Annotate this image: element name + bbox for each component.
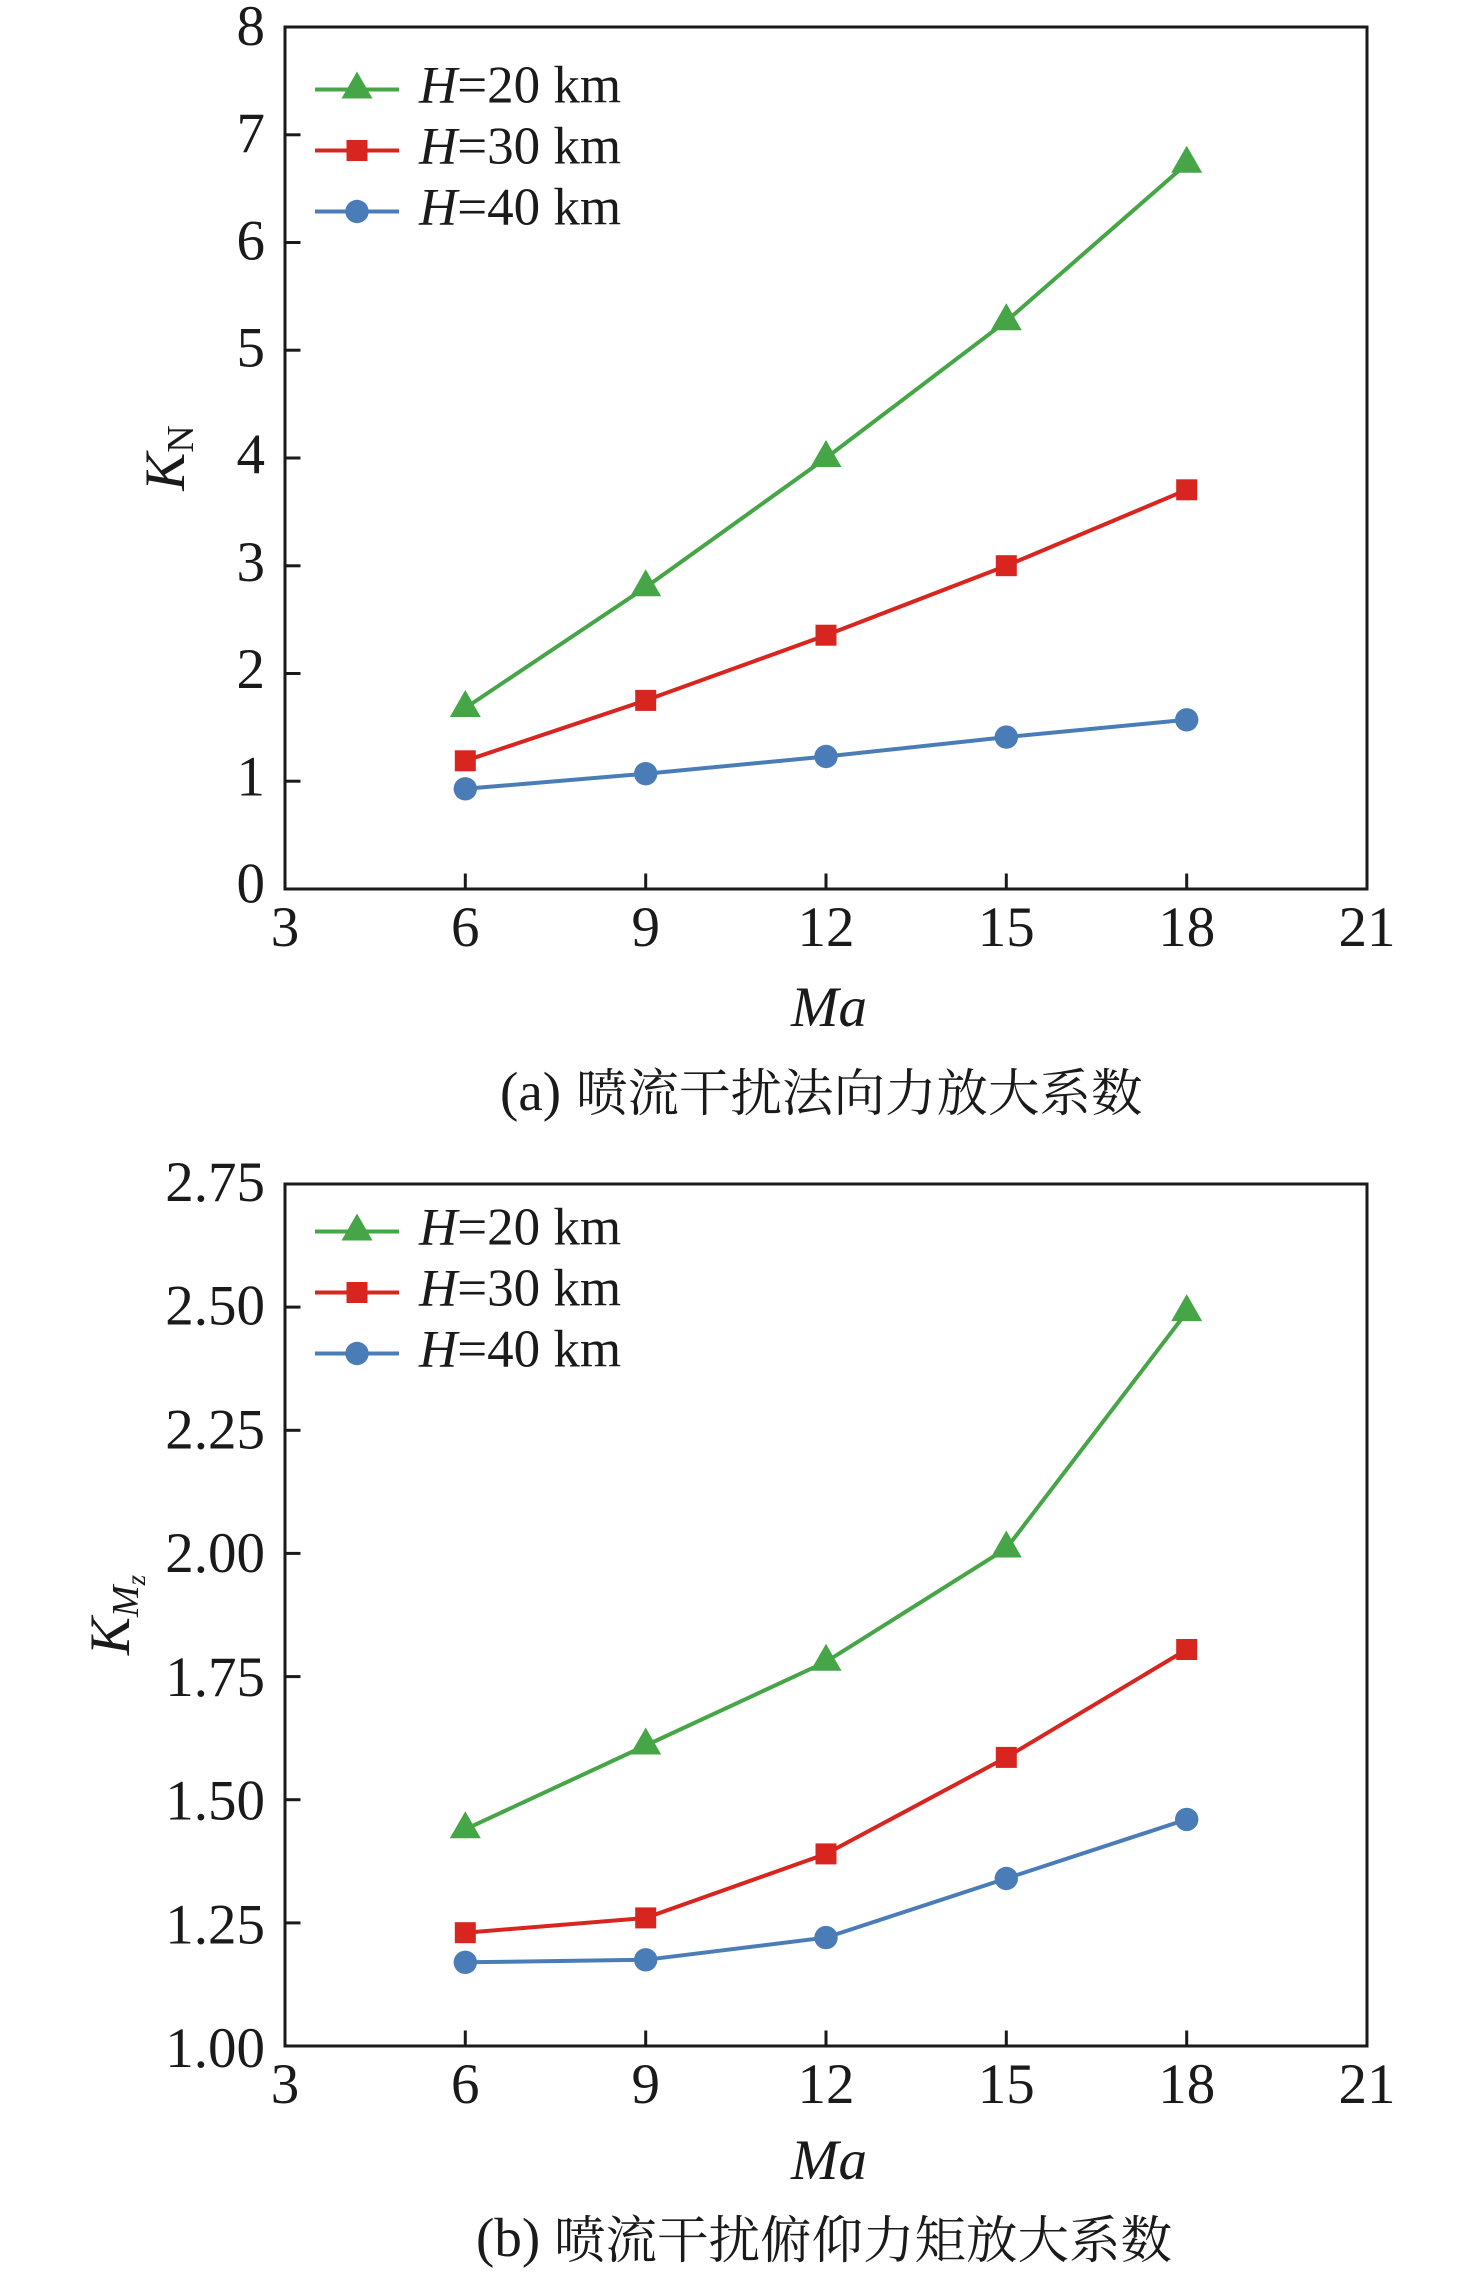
svg-text:9: 9: [631, 2053, 660, 2116]
svg-text:H=40 km: H=40 km: [418, 179, 621, 237]
svg-text:6: 6: [237, 209, 266, 272]
svg-text:H=20 km: H=20 km: [418, 57, 621, 115]
svg-text:12: 12: [798, 896, 855, 959]
svg-text:KN: KN: [134, 425, 202, 491]
svg-text:2: 2: [237, 638, 266, 701]
svg-text:2.00: 2.00: [165, 1522, 265, 1585]
svg-text:H=30 km: H=30 km: [418, 118, 621, 176]
svg-text:5: 5: [237, 317, 266, 380]
svg-text:3: 3: [271, 896, 300, 959]
svg-text:1.25: 1.25: [165, 1893, 265, 1956]
svg-text:6: 6: [451, 896, 480, 959]
svg-text:18: 18: [1158, 896, 1215, 959]
svg-text:12: 12: [798, 2053, 855, 2116]
svg-text:6: 6: [451, 2053, 480, 2116]
svg-text:4: 4: [237, 424, 266, 487]
svg-text:18: 18: [1158, 2053, 1215, 2116]
svg-text:21: 21: [1339, 896, 1396, 959]
svg-text:1: 1: [237, 745, 266, 808]
svg-text:(a): (a): [500, 1061, 561, 1122]
svg-text:Ma: Ma: [790, 2129, 867, 2192]
svg-text:21: 21: [1339, 2053, 1396, 2116]
svg-text:1.75: 1.75: [165, 1646, 265, 1709]
svg-text:2.50: 2.50: [165, 1275, 265, 1338]
svg-text:H=20 km: H=20 km: [418, 1199, 621, 1257]
svg-text:15: 15: [978, 896, 1035, 959]
svg-text:KMz: KMz: [79, 1574, 151, 1656]
svg-text:9: 9: [631, 896, 660, 959]
svg-text:H=40 km: H=40 km: [418, 1321, 621, 1379]
svg-text:2.25: 2.25: [165, 1398, 265, 1461]
svg-text:8: 8: [237, 0, 266, 58]
svg-text:(b): (b): [476, 2207, 540, 2268]
svg-text:H=30 km: H=30 km: [418, 1260, 621, 1318]
svg-text:1.00: 1.00: [165, 2017, 265, 2080]
svg-text:7: 7: [237, 102, 266, 165]
svg-text:3: 3: [271, 2053, 300, 2116]
svg-text:1.50: 1.50: [165, 1770, 265, 1833]
svg-text:Ma: Ma: [790, 976, 867, 1039]
svg-text:15: 15: [978, 2053, 1035, 2116]
svg-text:3: 3: [237, 531, 266, 594]
svg-text:0: 0: [237, 853, 266, 916]
svg-text:2.75: 2.75: [165, 1151, 265, 1214]
